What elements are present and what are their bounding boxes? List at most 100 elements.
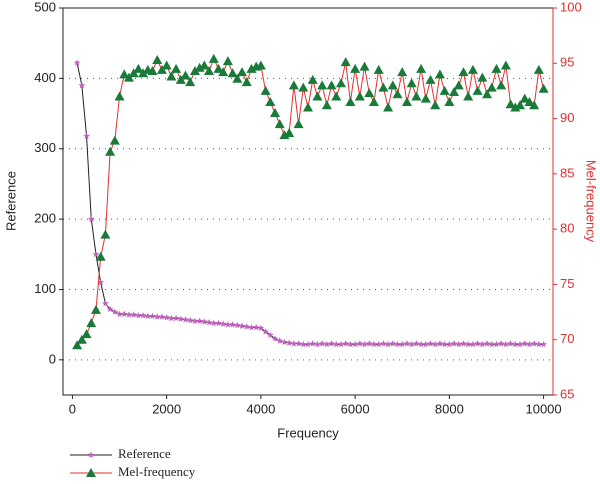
star-marker <box>342 340 349 347</box>
y2-tick-label: 85 <box>560 165 574 180</box>
star-marker <box>375 340 382 348</box>
star-marker <box>483 340 491 347</box>
x-axis-label: Frequency <box>277 425 339 440</box>
star-marker <box>163 314 170 321</box>
star-marker <box>323 340 331 348</box>
star-marker <box>436 340 444 347</box>
triangle-marker <box>416 63 427 73</box>
star-marker <box>83 132 90 139</box>
triangle-marker <box>406 78 417 88</box>
triangle-marker <box>449 87 460 97</box>
triangle-marker <box>359 61 370 71</box>
star-marker <box>186 316 194 324</box>
star-marker <box>238 322 246 329</box>
star-marker <box>210 319 218 327</box>
star-marker <box>413 340 420 347</box>
star-marker <box>497 340 505 347</box>
y-tick-label: 100 <box>34 281 56 296</box>
star-marker <box>351 340 359 348</box>
triangle-marker <box>500 60 511 70</box>
star-marker <box>290 340 298 347</box>
star-marker <box>144 312 152 319</box>
triangle-marker <box>477 72 488 82</box>
star-marker <box>304 340 312 348</box>
star-marker <box>356 340 364 347</box>
triangle-marker <box>222 56 233 66</box>
star-marker <box>450 340 458 347</box>
triangle-marker <box>114 91 125 101</box>
triangle-marker <box>354 91 365 101</box>
triangle-marker <box>147 66 158 76</box>
star-marker <box>464 340 472 348</box>
y-tick-label: 200 <box>34 211 56 226</box>
triangle-marker <box>260 85 271 95</box>
star-marker <box>205 319 213 326</box>
star-marker <box>92 250 100 258</box>
triangle-marker <box>303 102 313 112</box>
triangle-marker <box>72 340 83 350</box>
y-axis-label: Reference <box>3 171 18 231</box>
triangle-marker <box>270 108 281 118</box>
triangle-marker <box>227 68 238 78</box>
triangle-marker <box>189 66 200 76</box>
star-marker <box>389 340 397 347</box>
star-marker <box>408 340 415 348</box>
star-marker <box>78 81 86 89</box>
star-marker <box>97 278 104 286</box>
star-marker <box>493 340 500 348</box>
triangle-marker <box>387 80 398 90</box>
star-marker <box>281 338 288 346</box>
star-marker <box>455 340 463 348</box>
triangle-marker <box>119 69 130 79</box>
star-marker <box>252 324 260 331</box>
star-marker <box>177 315 185 322</box>
triangle-marker <box>171 63 182 73</box>
star-marker <box>446 340 453 348</box>
y2-tick-label: 75 <box>560 276 574 291</box>
star-marker <box>295 340 302 347</box>
star-marker <box>120 310 128 317</box>
y2-tick-label: 70 <box>560 331 574 346</box>
triangle-marker <box>524 96 535 106</box>
star-marker <box>417 340 425 348</box>
triangle-marker <box>505 99 516 109</box>
triangle-marker <box>166 71 177 81</box>
star-marker <box>431 340 439 348</box>
triangle-marker <box>444 96 455 106</box>
star-marker <box>73 59 81 66</box>
triangle-marker <box>326 80 337 90</box>
triangle-marker <box>81 329 92 339</box>
triangle-marker <box>335 78 346 88</box>
star-marker <box>535 340 543 348</box>
triangle-marker <box>378 82 389 92</box>
star-marker <box>521 340 529 347</box>
star-marker <box>460 340 467 347</box>
triangle-marker <box>496 80 507 90</box>
y2-tick-label: 100 <box>560 0 582 14</box>
triangle-marker <box>430 100 441 110</box>
x-tick-label: 10000 <box>525 401 561 416</box>
triangle-marker <box>204 66 215 76</box>
x-tick-label: 8000 <box>435 401 464 416</box>
triangle-marker <box>340 57 351 67</box>
triangle-marker <box>185 77 196 87</box>
triangle-marker <box>105 146 116 156</box>
triangle-marker <box>364 88 375 98</box>
star-marker <box>365 340 373 347</box>
triangle-marker <box>467 64 478 74</box>
star-marker <box>215 319 222 327</box>
triangle-marker <box>237 67 248 77</box>
star-marker <box>139 312 147 319</box>
triangle-marker <box>321 100 332 110</box>
star-marker <box>234 321 241 329</box>
star-marker <box>507 340 514 347</box>
triangle-marker <box>392 89 403 99</box>
triangle-marker <box>317 80 328 90</box>
y-tick-label: 300 <box>34 140 56 155</box>
triangle-marker <box>529 100 540 110</box>
triangle-marker <box>453 80 464 90</box>
star-marker <box>111 308 119 315</box>
triangle-marker <box>161 60 172 70</box>
star-marker <box>219 320 227 327</box>
